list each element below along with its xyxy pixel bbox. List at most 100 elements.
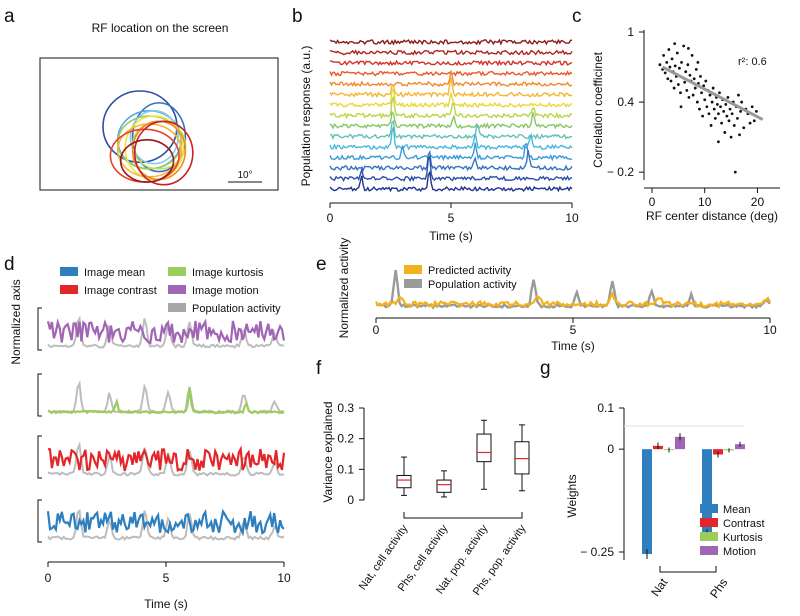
scatter-point xyxy=(738,133,741,137)
scatter-point xyxy=(719,105,722,109)
c-y-tick-label: − 0.2 xyxy=(607,165,634,179)
trace-8 xyxy=(329,110,573,130)
scatter-point xyxy=(725,114,729,118)
scatter-point xyxy=(704,79,708,83)
legend-label: Population activity xyxy=(192,303,281,315)
scatter-point xyxy=(685,89,689,92)
scatter-point xyxy=(694,67,698,71)
panel-g: 0.1 0 − 0.25 Nat Phs Mean Contrast Kurtosis Mot… xyxy=(565,401,765,601)
scatter-point xyxy=(686,46,690,50)
panel-a-title: RF location on the screen xyxy=(92,21,229,35)
rf-ellipse-3 xyxy=(129,109,179,165)
panel-a: RF location on the screen 10° xyxy=(39,21,279,191)
legend-swatch xyxy=(168,285,186,294)
c-y-tick-label: 1 xyxy=(627,25,634,39)
scatter-point xyxy=(701,114,705,118)
bar-motion xyxy=(675,436,685,450)
scatter-point xyxy=(680,60,683,64)
c-x-label: RF center distance (deg) xyxy=(646,209,778,223)
trace-7 xyxy=(329,96,573,120)
panel-label-e: e xyxy=(316,254,327,275)
panel-c: 0 10 20 1 0.4 − 0.2 r²: 0.6 RF center distanc… xyxy=(591,25,780,223)
box xyxy=(514,441,530,475)
row-bracket xyxy=(37,307,42,351)
e-x-tick-label: 0 xyxy=(373,323,380,337)
panel-label-g: g xyxy=(540,358,551,379)
scatter-point xyxy=(728,107,732,111)
legend-label: Contrast xyxy=(723,518,765,530)
e-y-label: Normalized activity xyxy=(337,238,351,339)
scatter-point xyxy=(666,77,670,81)
population-response-traces xyxy=(329,38,573,193)
scatter-point xyxy=(733,170,737,174)
scatter-point xyxy=(670,57,674,61)
legend-swatch xyxy=(404,265,422,274)
scatter-point xyxy=(737,93,740,97)
scatter-point xyxy=(690,53,694,57)
legend-swatch xyxy=(168,267,186,276)
scatter-point xyxy=(678,66,681,70)
b-y-label: Population response (a.u.) xyxy=(299,46,313,187)
legend-swatch xyxy=(700,518,718,527)
scatter-point xyxy=(702,84,706,88)
scatter-point xyxy=(717,140,720,144)
scatter-point xyxy=(698,107,701,111)
g-category-label: Nat xyxy=(648,575,671,599)
scatter-point xyxy=(667,48,671,51)
scatter-point xyxy=(673,42,677,46)
scatter-point xyxy=(675,51,679,55)
scatter-point xyxy=(720,121,723,125)
d-x-label: Time (s) xyxy=(144,597,188,611)
row-bracket xyxy=(37,373,42,417)
scatter-point xyxy=(686,63,690,67)
trace-0 xyxy=(329,38,573,46)
scatter-point xyxy=(736,117,739,120)
g-y-tick-label: 0.1 xyxy=(597,401,614,415)
b-x-tick-label: 0 xyxy=(327,211,334,225)
bar-mean xyxy=(642,449,652,555)
legend-swatch xyxy=(700,504,718,513)
legend-swatch xyxy=(700,532,718,541)
trace-12 xyxy=(329,149,573,172)
scatter-point xyxy=(707,112,711,116)
panel-label-f: f xyxy=(316,358,322,379)
rf-ellipse-0 xyxy=(102,90,178,164)
box xyxy=(436,479,452,493)
row-bracket xyxy=(37,435,42,479)
weight-bars xyxy=(642,433,745,559)
trace-14 xyxy=(329,170,573,193)
trace-1 xyxy=(329,49,573,56)
g-y-tick-label: 0 xyxy=(607,442,614,456)
screen-frame xyxy=(39,57,279,191)
c-annotation: r²: 0.6 xyxy=(738,56,767,68)
scatter-point xyxy=(672,86,676,90)
g-y-label: Weights xyxy=(565,474,579,517)
trace-13 xyxy=(329,155,573,183)
scatter-point xyxy=(683,80,687,84)
d-x-tick-label: 5 xyxy=(163,571,170,585)
scatter-point xyxy=(750,105,754,109)
rf-ellipse-1 xyxy=(131,102,187,173)
feature-trace-3 xyxy=(46,508,285,537)
e-x-tick-label: 5 xyxy=(570,323,577,337)
d-x-tick-label: 10 xyxy=(277,571,291,585)
scatter-point xyxy=(699,74,702,78)
scatter-point xyxy=(688,73,692,77)
scatter-point xyxy=(663,71,667,75)
scatter-point xyxy=(711,86,715,90)
scatter-point xyxy=(691,93,695,97)
scatter-point xyxy=(679,105,683,109)
legend-label: Image contrast xyxy=(84,285,157,297)
panel-label-c: c xyxy=(572,6,582,27)
panel-e: Predicted activity Population activity 0 5… xyxy=(337,238,777,353)
scatter-point xyxy=(668,65,672,69)
legend-label: Population activity xyxy=(428,279,517,291)
box xyxy=(396,474,412,489)
panel-label-d: d xyxy=(4,254,15,275)
panel-label-b: b xyxy=(292,6,303,27)
legend-label: Image kurtosis xyxy=(192,267,264,279)
population-trace xyxy=(47,380,285,415)
legend-label: Image motion xyxy=(192,285,259,297)
scatter-point xyxy=(755,110,758,113)
